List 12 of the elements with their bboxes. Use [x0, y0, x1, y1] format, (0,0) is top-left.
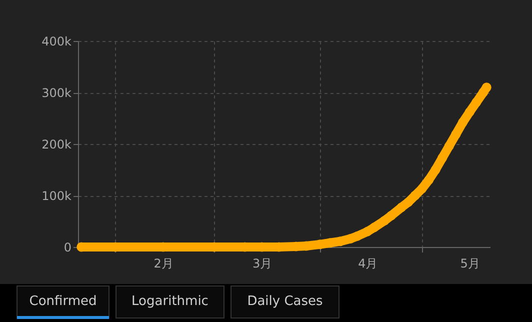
text: Logarithmic: [132, 294, 208, 309]
y-tick-label: 100k: [42, 189, 72, 203]
text: Daily Cases: [247, 294, 324, 309]
text: Confirmed: [29, 294, 97, 309]
y-tick-label: 0: [64, 240, 72, 254]
x-tick-label: 3月: [252, 256, 272, 270]
y-tick-label: 400k: [42, 34, 72, 48]
x-tick-label: 5月: [460, 256, 480, 270]
x-tick-label: 2月: [154, 256, 174, 270]
x-tick-label: 4月: [358, 256, 378, 270]
y-tick-label: 200k: [42, 138, 72, 152]
y-tick-label: 300k: [42, 86, 72, 100]
